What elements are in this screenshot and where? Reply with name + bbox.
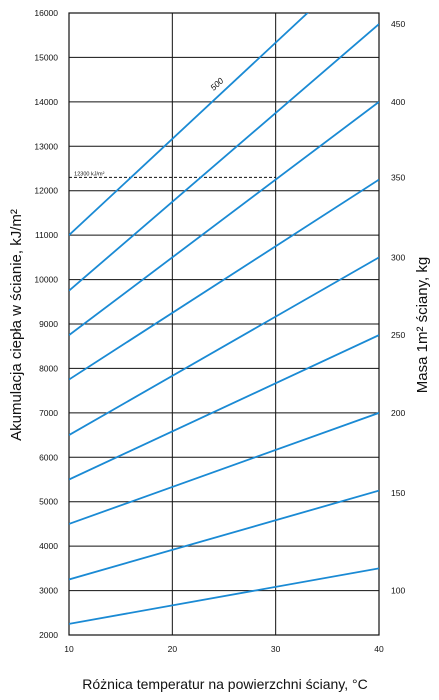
- series-group: [69, 13, 379, 625]
- y-tick-label: 8000: [39, 363, 58, 373]
- y-tick-label: 6000: [39, 452, 58, 462]
- x-tick-labels: 10 20 30 40: [64, 644, 384, 654]
- y-tick-label: 14000: [34, 97, 58, 107]
- y-tick-label: 2000: [39, 630, 58, 640]
- y-tick-label: 4000: [39, 541, 58, 551]
- y-tick-label: 15000: [34, 52, 58, 62]
- y-tick-label: 16000: [34, 8, 58, 18]
- x-tick-label: 20: [168, 644, 178, 654]
- right-tick-label: 150: [391, 488, 405, 498]
- x-axis-title: Różnica temperatur na powierzchni ściany…: [82, 676, 367, 692]
- right-tick-label: 400: [391, 97, 405, 107]
- right-tick-label: 250: [391, 330, 405, 340]
- y-axis-title-left: Akumulacja ciepła w ścianie, kJ/m²: [8, 209, 25, 441]
- right-tick-label: 300: [391, 252, 405, 262]
- series-line-5: [69, 256, 379, 436]
- x-tick-label: 40: [374, 644, 384, 654]
- series-line-6: [69, 178, 379, 381]
- annotations: 500 12300 kJ/m²: [74, 75, 225, 177]
- series-line-1: [69, 567, 379, 625]
- right-tick-labels: 100 150 200 250 300 350 400 450: [391, 19, 405, 595]
- right-tick-label: 350: [391, 172, 405, 182]
- right-tick-label: 450: [391, 19, 405, 29]
- right-tick-label: 100: [391, 586, 405, 596]
- x-tick-label: 10: [64, 644, 74, 654]
- y-tick-label: 5000: [39, 497, 58, 507]
- x-tick-label: 30: [271, 644, 281, 654]
- series-line-3: [69, 412, 379, 525]
- reference-label: 12300 kJ/m²: [74, 171, 104, 177]
- series-line-2: [69, 489, 379, 581]
- grid: [68, 12, 380, 636]
- y-tick-labels: 2000 3000 4000 5000 6000 7000 8000 9000 10000 110…: [34, 8, 58, 640]
- series-label-500: 500: [208, 75, 225, 92]
- y-tick-label: 11000: [35, 230, 58, 240]
- y-tick-label: 9000: [39, 319, 58, 329]
- y-axis-title-right: Masa 1m² ściany, kg: [414, 257, 431, 393]
- y-tick-label: 7000: [39, 408, 58, 418]
- series-line-7: [69, 101, 379, 336]
- series-line-9: [69, 13, 309, 236]
- right-tick-label: 200: [391, 408, 405, 418]
- series-line-8: [69, 23, 379, 292]
- y-tick-label: 12000: [34, 186, 58, 196]
- y-tick-label: 10000: [34, 275, 58, 285]
- series-line-4: [69, 334, 379, 481]
- y-tick-label: 3000: [39, 586, 58, 596]
- plot-frame: [68, 12, 380, 636]
- y-tick-label: 13000: [34, 141, 58, 151]
